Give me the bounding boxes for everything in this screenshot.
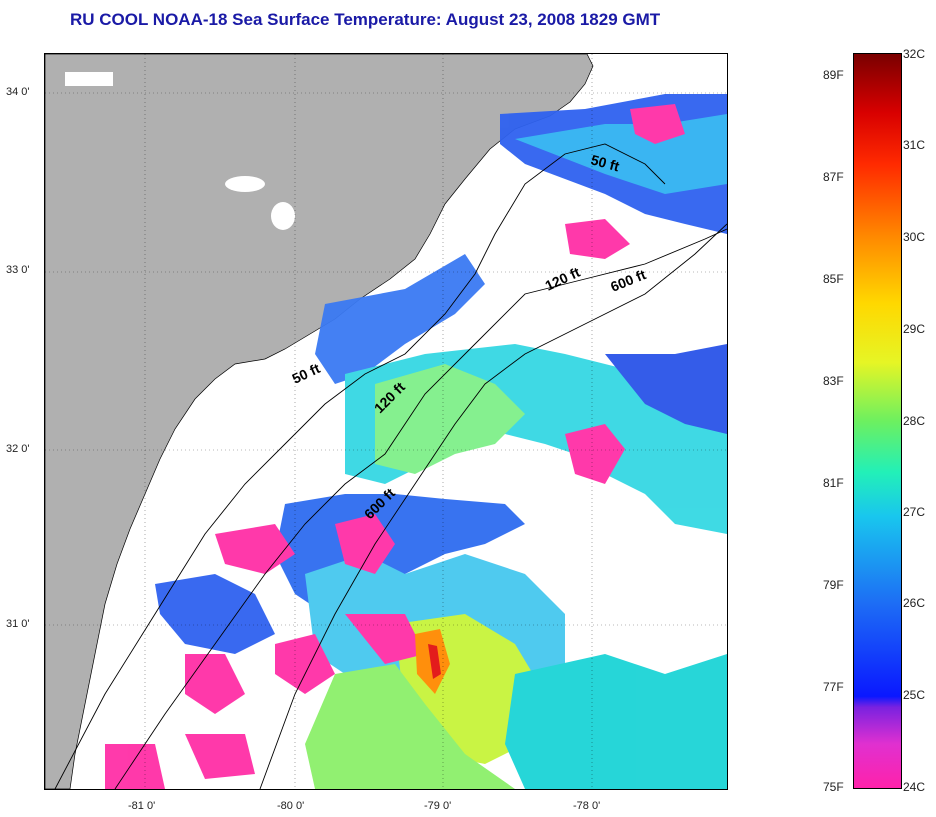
contour-120ft [114,228,727,789]
lat-label-32: 32 0' [6,443,30,455]
colorbar-celsius-29: 29C [903,322,926,336]
colorbar-fahrenheit-75: 75F [823,780,844,794]
colorbar-fahrenheit-85: 85F [823,272,844,286]
lon-label-79: -79 0' [424,800,452,812]
temperature-colorbar [853,53,902,789]
colorbar-celsius-28: 28C [903,414,926,428]
lon-label-78: -78 0' [573,800,601,812]
lon-label-81: -81 0' [128,800,156,812]
colorbar-fahrenheit-87: 87F [823,170,844,184]
colorbar-celsius-26: 26C [903,596,926,610]
colorbar-fahrenheit-81: 81F [823,476,844,490]
lon-label-80: -80 0' [277,800,305,812]
colorbar-celsius-30: 30C [903,230,926,244]
lat-label-34: 34 0' [6,86,30,98]
sst-map-canvas: 50 ft 50 ft 120 ft 120 ft 600 ft 600 ft [45,54,727,789]
colorbar-celsius-31: 31C [903,138,926,152]
lat-label-31: 31 0' [6,618,30,630]
contour-label-120ft-north: 120 ft [543,264,583,294]
colorbar-celsius-32: 32C [903,47,926,61]
contour-label-50ft-north: 50 ft [589,151,621,174]
colorbar-fahrenheit-77: 77F [823,680,844,694]
contour-600ft [259,223,727,789]
lat-label-33: 33 0' [6,264,30,276]
colorbar-celsius-25: 25C [903,688,926,702]
sst-map[interactable]: 50 ft 50 ft 120 ft 120 ft 600 ft 600 ft [44,53,728,790]
map-title: RU COOL NOAA-18 Sea Surface Temperature:… [70,10,661,29]
contour-label-50ft-south: 50 ft [290,360,323,387]
contour-label-600ft-north: 600 ft [608,266,648,295]
colorbar-fahrenheit-89: 89F [823,68,844,82]
colorbar-celsius-24: 24C [903,780,926,794]
colorbar-fahrenheit-79: 79F [823,578,844,592]
colorbar-celsius-27: 27C [903,505,926,519]
contour-50ft [54,143,666,789]
colorbar-fahrenheit-83: 83F [823,374,844,388]
